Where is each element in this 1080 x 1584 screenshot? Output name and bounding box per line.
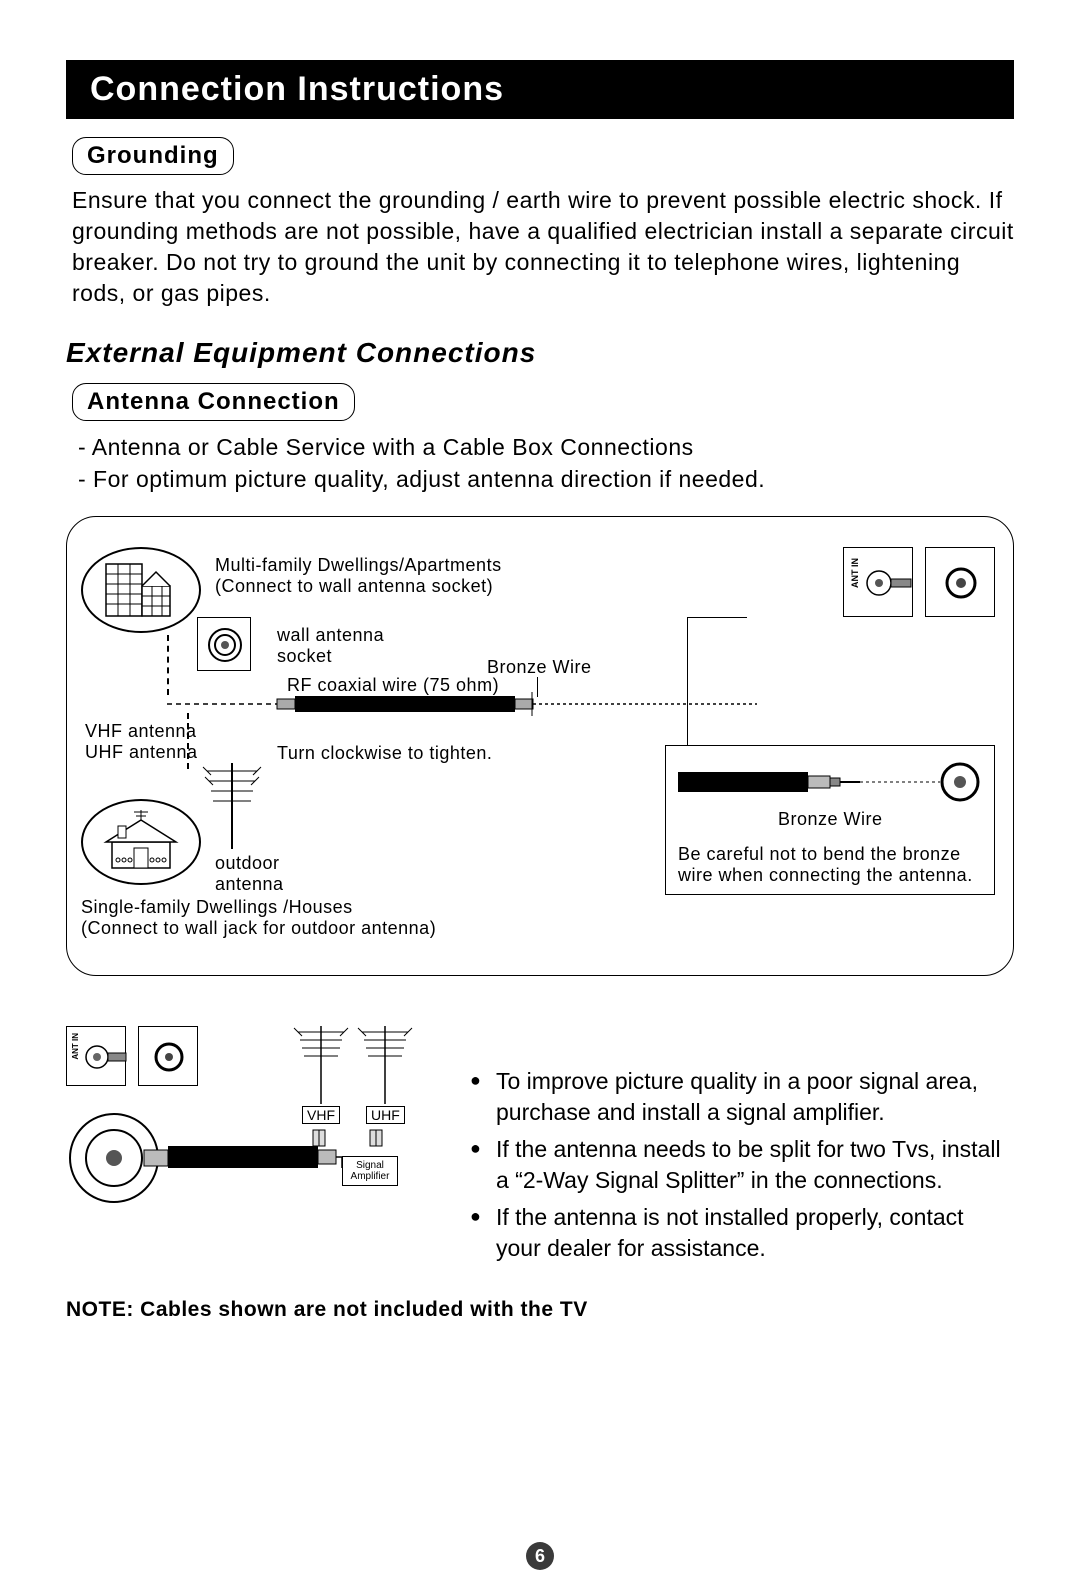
ant-in-small-label: ANT IN <box>71 1033 80 1060</box>
header-title: Connection Instructions <box>90 70 504 108</box>
antenna-label: Antenna Connection <box>72 383 355 421</box>
building-icon <box>96 558 186 622</box>
page-number: 6 <box>526 1542 554 1570</box>
connector-panel-small <box>138 1026 198 1086</box>
multi-family-label: Multi-family Dwellings/Apartments (Conne… <box>215 555 502 597</box>
ant-in-panel-small: ANT IN <box>66 1026 126 1086</box>
antenna-list-item: - Antenna or Cable Service with a Cable … <box>78 431 1014 463</box>
lower-diagram: ANT IN VHF UHF <box>66 1026 446 1286</box>
inset-warning-text: Be careful not to bend the bronze wire w… <box>678 844 982 886</box>
tip-item: If the antenna needs to be split for two… <box>470 1134 1014 1196</box>
grounding-label: Grounding <box>72 137 234 175</box>
outdoor-antenna-icon <box>197 763 267 853</box>
wall-socket-label: wall antenna socket <box>277 625 384 667</box>
antenna-list-item: - For optimum picture quality, adjust an… <box>78 463 1014 495</box>
external-title: External Equipment Connections <box>66 337 1014 369</box>
page-header: Connection Instructions <box>66 60 1014 119</box>
bronze-wire-label: Bronze Wire <box>487 657 592 678</box>
tip-item: To improve picture quality in a poor sig… <box>470 1066 1014 1128</box>
grounding-text: Ensure that you connect the grounding / … <box>72 185 1014 309</box>
house-illustration <box>81 799 201 885</box>
outdoor-antenna-label: outdoor antenna <box>215 853 284 895</box>
tips-list: To improve picture quality in a poor sig… <box>470 1066 1014 1270</box>
amplifier-cable-icon <box>66 1096 356 1226</box>
antenna-diagram: Multi-family Dwellings/Apartments (Conne… <box>66 516 1014 976</box>
wall-socket-icon <box>197 617 251 671</box>
grounding-section: Grounding Ensure that you connect the gr… <box>66 137 1014 309</box>
antenna-section: Antenna Connection - Antenna or Cable Se… <box>66 383 1014 495</box>
single-family-label: Single-family Dwellings /Houses (Connect… <box>81 897 436 939</box>
lower-section: ANT IN VHF UHF <box>66 1026 1014 1286</box>
connector-panel <box>925 547 995 617</box>
ant-in-panel: ANT IN <box>843 547 913 617</box>
house-icon <box>94 810 188 874</box>
apartment-illustration <box>81 547 201 633</box>
note-text: NOTE: Cables shown are not included with… <box>66 1298 1014 1322</box>
rf-cable-icon <box>167 692 767 716</box>
tighten-label: Turn clockwise to tighten. <box>277 743 492 764</box>
inset-bronze-label: Bronze Wire <box>778 809 982 830</box>
uhf-box: UHF <box>366 1106 405 1124</box>
vhf-uhf-label: VHF antenna UHF antenna <box>85 721 198 763</box>
inset-warning-box: Bronze Wire Be careful not to bend the b… <box>665 745 995 895</box>
inset-cable-icon <box>678 758 984 806</box>
tip-item: If the antenna is not installed properly… <box>470 1202 1014 1264</box>
ant-in-label: ANT IN <box>850 558 860 588</box>
antenna-list: - Antenna or Cable Service with a Cable … <box>72 431 1014 495</box>
